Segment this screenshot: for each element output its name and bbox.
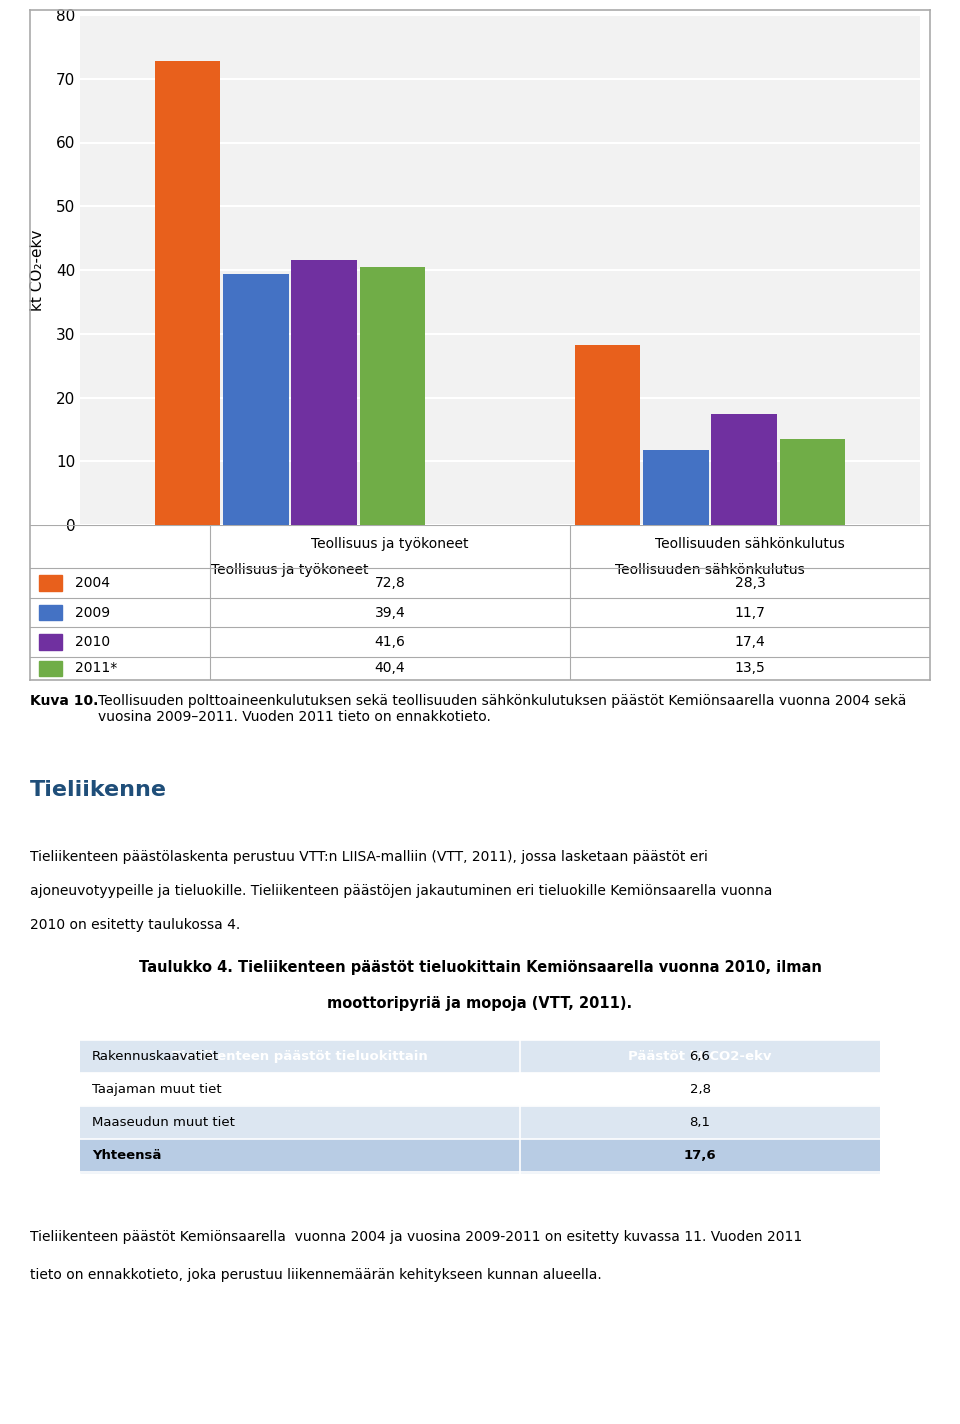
Bar xyxy=(575,345,640,525)
Text: 39,4: 39,4 xyxy=(374,605,405,619)
Bar xyxy=(80,1074,880,1106)
Bar xyxy=(80,1040,880,1074)
Text: 17,6: 17,6 xyxy=(684,1149,716,1162)
Text: 2,8: 2,8 xyxy=(689,1084,710,1096)
Text: Kuva 10.: Kuva 10. xyxy=(30,693,104,708)
Text: Maaseudun muut tiet: Maaseudun muut tiet xyxy=(92,1116,235,1129)
Bar xyxy=(39,661,61,676)
Bar xyxy=(292,259,357,525)
Text: Teollisuus ja työkoneet: Teollisuus ja työkoneet xyxy=(211,564,369,577)
Text: 17,4: 17,4 xyxy=(734,635,765,649)
Text: 2004: 2004 xyxy=(75,577,110,590)
Text: 28,3: 28,3 xyxy=(734,577,765,590)
Bar xyxy=(39,634,61,649)
Circle shape xyxy=(0,1374,403,1415)
Text: 2010: 2010 xyxy=(75,635,110,649)
Text: 8,1: 8,1 xyxy=(689,1116,710,1129)
Text: Teollisuuden sähkönkulutus: Teollisuuden sähkönkulutus xyxy=(615,564,804,577)
Text: Tieliikenteen päästölaskenta perustuu VTT:n LIISA-malliin (VTT, 2011), jossa las: Tieliikenteen päästölaskenta perustuu VT… xyxy=(30,850,708,864)
Text: Tieliikenne: Tieliikenne xyxy=(30,780,167,800)
Text: Taulukko 4. Tieliikenteen päästöt tieluokittain Kemiönsaarella vuonna 2010, ilma: Taulukko 4. Tieliikenteen päästöt tieluo… xyxy=(138,960,822,975)
Text: 2009: 2009 xyxy=(75,605,110,619)
Text: 40,4: 40,4 xyxy=(374,661,405,675)
Text: Teollisuuden polttoaineenkulutuksen sekä teollisuuden sähkönkulutuksen päästöt K: Teollisuuden polttoaineenkulutuksen sekä… xyxy=(98,693,906,723)
Text: moottoripyriä ja mopoja (VTT, 2011).: moottoripyriä ja mopoja (VTT, 2011). xyxy=(327,995,633,1011)
Text: 13,5: 13,5 xyxy=(734,661,765,675)
Bar xyxy=(711,414,777,525)
Text: Taajaman muut tiet: Taajaman muut tiet xyxy=(92,1084,222,1096)
Text: tieto on ennakkotieto, joka perustuu liikennemäärän kehitykseen kunnan alueella.: tieto on ennakkotieto, joka perustuu lii… xyxy=(30,1269,602,1283)
Text: Tieliikenteen päästöt tieluokittain: Tieliikenteen päästöt tieluokittain xyxy=(172,1049,428,1062)
Text: 72,8: 72,8 xyxy=(374,577,405,590)
Circle shape xyxy=(0,1374,365,1415)
Bar xyxy=(223,273,289,525)
Text: ajoneuvotyypeille ja tieluokille. Tieliikenteen päästöjen jakautuminen eri tielu: ajoneuvotyypeille ja tieluokille. Tielii… xyxy=(30,884,773,899)
Text: 2011*: 2011* xyxy=(75,661,117,675)
Y-axis label: kt CO₂-ekv: kt CO₂-ekv xyxy=(30,229,45,310)
Bar xyxy=(360,268,425,525)
Text: 6,6: 6,6 xyxy=(689,1049,710,1062)
Bar xyxy=(39,575,61,591)
Text: 2010 on esitetty taulukossa 4.: 2010 on esitetty taulukossa 4. xyxy=(30,918,240,933)
Bar xyxy=(80,1106,880,1139)
Text: Tieliikenteen päästöt Kemiönsaarella  vuonna 2004 ja vuosina 2009-2011 on esitet: Tieliikenteen päästöt Kemiönsaarella vuo… xyxy=(30,1230,803,1245)
Bar xyxy=(780,439,845,525)
Bar xyxy=(643,450,708,525)
Bar xyxy=(80,1040,880,1074)
Text: 41,6: 41,6 xyxy=(374,635,405,649)
Text: CO2-RAPORTTI  |  BENVIROC OY 2012: CO2-RAPORTTI | BENVIROC OY 2012 xyxy=(115,1388,363,1401)
Text: Päästöt kt CO2-ekv: Päästöt kt CO2-ekv xyxy=(628,1049,772,1062)
Bar xyxy=(39,605,61,621)
Bar xyxy=(80,1139,880,1172)
Text: Yhteensä: Yhteensä xyxy=(92,1149,161,1162)
Text: 18: 18 xyxy=(897,1383,931,1407)
Text: Teollisuus ja työkoneet: Teollisuus ja työkoneet xyxy=(311,537,468,551)
Text: Teollisuuden sähkönkulutus: Teollisuuden sähkönkulutus xyxy=(655,537,845,551)
Text: Rakennuskaavatiet: Rakennuskaavatiet xyxy=(92,1049,219,1062)
Bar xyxy=(155,61,221,525)
Text: 11,7: 11,7 xyxy=(734,605,765,619)
